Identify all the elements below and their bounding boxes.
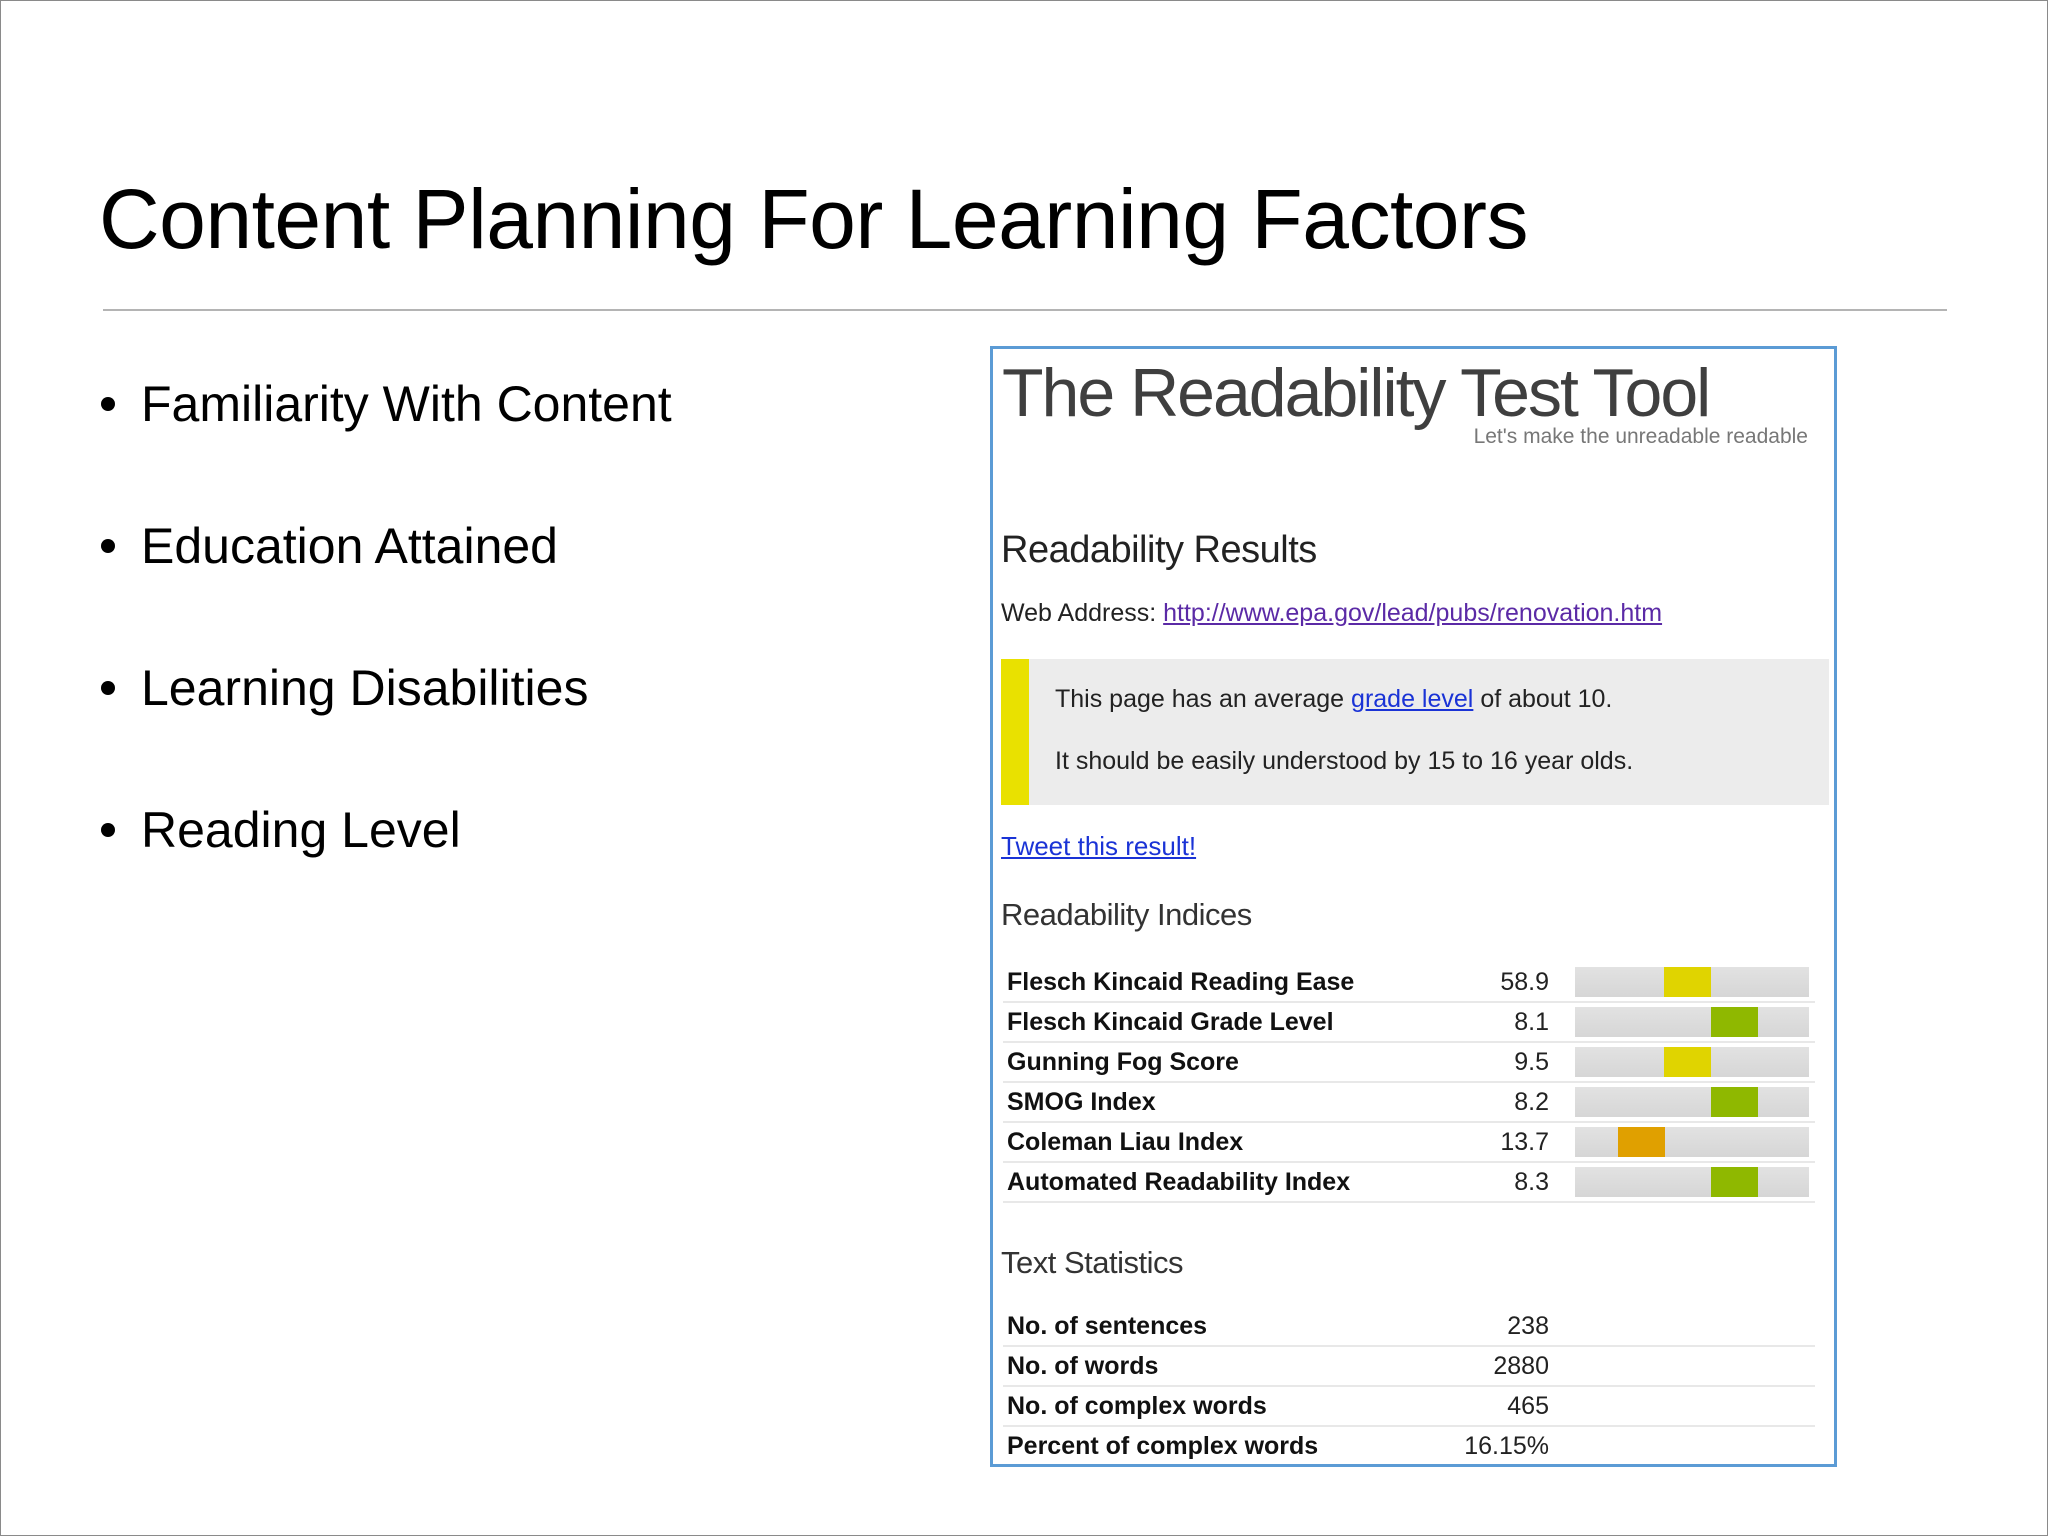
summary-prefix: This page has an average bbox=[1055, 685, 1345, 713]
index-meter-cell bbox=[1563, 1082, 1815, 1123]
index-row: Coleman Liau Index 13.7 bbox=[1003, 1122, 1815, 1163]
index-value: 8.1 bbox=[1415, 1002, 1563, 1043]
stat-value: 16.15% bbox=[1415, 1426, 1563, 1464]
summary-line-1: This page has an average grade level of … bbox=[1055, 685, 1612, 714]
index-row: Flesch Kincaid Grade Level 8.1 bbox=[1003, 1002, 1815, 1043]
index-value: 9.5 bbox=[1415, 1042, 1563, 1083]
index-label: Automated Readability Index bbox=[1003, 1162, 1415, 1203]
stat-value: 465 bbox=[1415, 1386, 1563, 1427]
grade-level-link[interactable]: grade level bbox=[1351, 685, 1474, 713]
stat-label: Percent of complex words bbox=[1003, 1426, 1415, 1464]
index-label: Flesch Kincaid Grade Level bbox=[1003, 1002, 1415, 1043]
stat-empty-cell bbox=[1563, 1346, 1815, 1387]
index-meter-marker bbox=[1618, 1127, 1665, 1157]
slide-title: Content Planning For Learning Factors bbox=[99, 172, 1528, 266]
stat-empty-cell bbox=[1563, 1307, 1815, 1347]
stat-empty-cell bbox=[1563, 1426, 1815, 1464]
stat-row: No. of complex words 465 bbox=[1003, 1386, 1815, 1427]
index-value: 8.3 bbox=[1415, 1162, 1563, 1203]
index-meter-marker bbox=[1711, 1087, 1758, 1117]
index-meter bbox=[1575, 1087, 1809, 1117]
index-label: Flesch Kincaid Reading Ease bbox=[1003, 963, 1415, 1003]
index-meter bbox=[1575, 1007, 1809, 1037]
index-row: SMOG Index 8.2 bbox=[1003, 1082, 1815, 1123]
bullet-item: Familiarity With Content bbox=[101, 373, 672, 435]
stat-value: 238 bbox=[1415, 1307, 1563, 1347]
index-label: Coleman Liau Index bbox=[1003, 1122, 1415, 1163]
bullet-text: Familiarity With Content bbox=[141, 376, 672, 432]
index-label: Gunning Fog Score bbox=[1003, 1042, 1415, 1083]
bullet-dot-icon bbox=[101, 539, 115, 553]
index-meter-cell bbox=[1563, 963, 1815, 1003]
stat-row: No. of sentences 238 bbox=[1003, 1307, 1815, 1347]
indices-heading: Readability Indices bbox=[1001, 897, 1252, 932]
index-meter-marker bbox=[1711, 1007, 1758, 1037]
stat-label: No. of words bbox=[1003, 1346, 1415, 1387]
index-meter bbox=[1575, 1047, 1809, 1077]
index-meter bbox=[1575, 1127, 1809, 1157]
web-address-row: Web Address: http://www.epa.gov/lead/pub… bbox=[1001, 599, 1662, 628]
index-meter-cell bbox=[1563, 1162, 1815, 1203]
stat-value: 2880 bbox=[1415, 1346, 1563, 1387]
bullet-item: Reading Level bbox=[101, 799, 672, 861]
tool-tagline: Let's make the unreadable readable bbox=[1473, 425, 1808, 448]
bullet-list: Familiarity With Content Education Attai… bbox=[101, 373, 672, 941]
stat-row: No. of words 2880 bbox=[1003, 1346, 1815, 1387]
index-value: 58.9 bbox=[1415, 963, 1563, 1003]
bullet-dot-icon bbox=[101, 397, 115, 411]
stats-table: No. of sentences 238 No. of words 2880 No. o… bbox=[1003, 1307, 1815, 1464]
index-meter-marker bbox=[1711, 1167, 1758, 1197]
index-label: SMOG Index bbox=[1003, 1082, 1415, 1123]
summary-suffix: of about 10. bbox=[1480, 685, 1613, 713]
index-row: Flesch Kincaid Reading Ease 58.9 bbox=[1003, 963, 1815, 1003]
results-heading: Readability Results bbox=[1001, 529, 1317, 571]
index-row: Gunning Fog Score 9.5 bbox=[1003, 1042, 1815, 1083]
bullet-text: Education Attained bbox=[141, 518, 558, 574]
bullet-text: Learning Disabilities bbox=[141, 660, 589, 716]
index-meter-cell bbox=[1563, 1042, 1815, 1083]
stats-heading: Text Statistics bbox=[1001, 1245, 1184, 1280]
index-row: Automated Readability Index 8.3 bbox=[1003, 1162, 1815, 1203]
tool-title: The Readability Test Tool bbox=[1002, 355, 1711, 431]
index-meter-marker bbox=[1664, 1047, 1711, 1077]
index-value: 13.7 bbox=[1415, 1122, 1563, 1163]
stat-empty-cell bbox=[1563, 1386, 1815, 1427]
result-accent-bar bbox=[1001, 659, 1029, 805]
stat-row: Percent of complex words 16.15% bbox=[1003, 1426, 1815, 1464]
bullet-dot-icon bbox=[101, 681, 115, 695]
indices-table: Flesch Kincaid Reading Ease 58.9 Flesch Ki… bbox=[1003, 963, 1815, 1203]
bullet-item: Education Attained bbox=[101, 515, 672, 577]
title-divider bbox=[103, 309, 1947, 311]
web-address-label: Web Address: bbox=[1001, 599, 1157, 627]
index-meter-cell bbox=[1563, 1002, 1815, 1043]
index-meter-cell bbox=[1563, 1122, 1815, 1163]
web-address-link[interactable]: http://www.epa.gov/lead/pubs/renovation.… bbox=[1163, 599, 1663, 627]
index-meter-marker bbox=[1664, 967, 1711, 997]
index-value: 8.2 bbox=[1415, 1082, 1563, 1123]
bullet-item: Learning Disabilities bbox=[101, 657, 672, 719]
summary-line-2: It should be easily understood by 15 to … bbox=[1055, 747, 1634, 775]
bullet-dot-icon bbox=[101, 823, 115, 837]
index-meter bbox=[1575, 1167, 1809, 1197]
stat-label: No. of sentences bbox=[1003, 1307, 1415, 1347]
tweet-result-link[interactable]: Tweet this result! bbox=[1001, 831, 1197, 861]
bullet-text: Reading Level bbox=[141, 802, 461, 858]
result-summary-box: This page has an average grade level of … bbox=[1001, 659, 1829, 805]
index-meter bbox=[1575, 967, 1809, 997]
readability-tool-screenshot: The Readability Test Tool Let's make the… bbox=[990, 346, 1837, 1467]
stat-label: No. of complex words bbox=[1003, 1386, 1415, 1427]
